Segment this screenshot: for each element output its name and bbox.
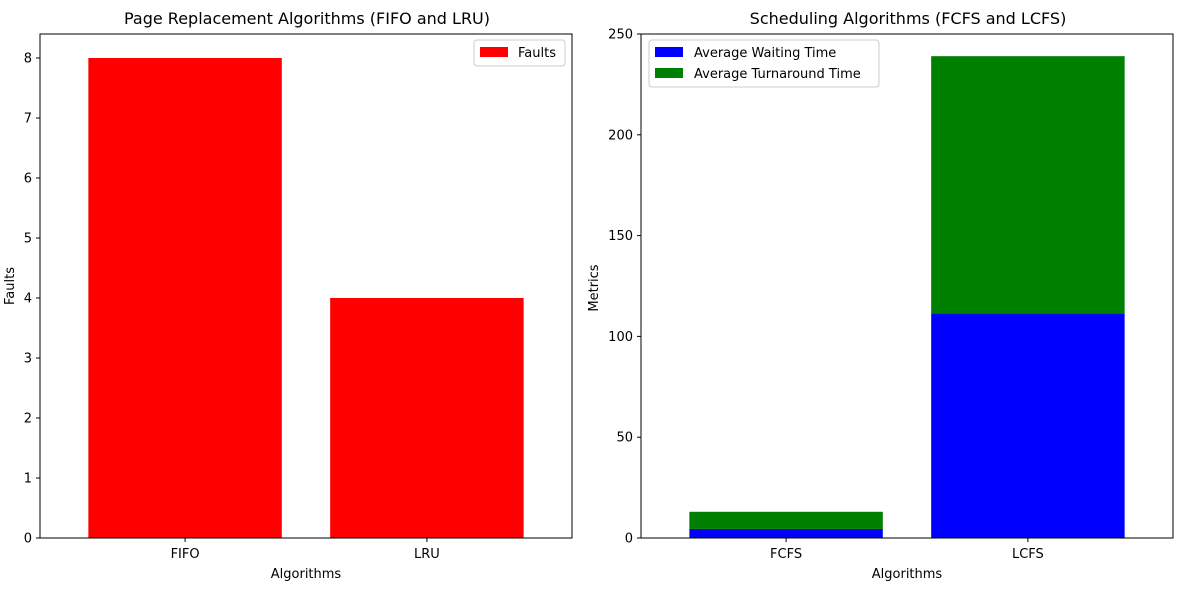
y-tick-label: 0 <box>24 532 32 547</box>
bar-fifo-0 <box>88 58 282 538</box>
y-axis-label: Metrics <box>587 264 602 311</box>
axes-frame <box>640 33 1174 539</box>
y-tick-label: 100 <box>608 330 633 345</box>
legend: Average Waiting Time Average Turnaround … <box>648 39 880 88</box>
y-tick-label: 200 <box>608 128 633 143</box>
legend-swatch-waiting <box>655 47 683 57</box>
bar-fcfs-0 <box>689 528 883 538</box>
bar-lcfs-1 <box>931 56 1125 314</box>
x-tick-label: LCFS <box>1012 547 1044 562</box>
chart-title: Page Replacement Algorithms (FIFO and LR… <box>124 9 490 28</box>
x-tick-label: FCFS <box>770 547 802 562</box>
x-tick-label: LRU <box>414 547 440 562</box>
axes-frame <box>39 33 573 539</box>
bar-lcfs-0 <box>931 313 1125 538</box>
y-tick-label: 8 <box>24 52 32 67</box>
x-axis-label: Algorithms <box>872 567 943 582</box>
y-tick-label: 2 <box>24 412 32 427</box>
x-axis-label: Algorithms <box>271 567 342 582</box>
plot-area: FIFO LRU 0 1 2 3 4 5 6 7 8 <box>24 52 524 562</box>
y-tick-label: 50 <box>616 431 633 446</box>
chart-title: Scheduling Algorithms (FCFS and LCFS) <box>750 9 1067 28</box>
y-tick-label: 3 <box>24 352 32 367</box>
legend: Faults <box>473 39 566 67</box>
legend-swatch-turnaround <box>655 68 683 78</box>
y-tick-label: 150 <box>608 229 633 244</box>
y-tick-label: 6 <box>24 172 32 187</box>
y-tick-label: 250 <box>608 28 633 43</box>
y-axis-label: Faults <box>3 267 18 305</box>
legend-label-turnaround: Average Turnaround Time <box>694 67 861 82</box>
legend-label-faults: Faults <box>518 46 556 61</box>
plot-area: FCFS LCFS 0 50 100 150 200 250 <box>608 28 1125 562</box>
y-tick-label: 5 <box>24 232 32 247</box>
bar-lru-0 <box>330 298 524 538</box>
scheduling-chart: Scheduling Algorithms (FCFS and LCFS) FC… <box>587 9 1174 582</box>
y-tick-label: 4 <box>24 292 32 307</box>
y-tick-label: 0 <box>625 532 633 547</box>
fault-chart: Page Replacement Algorithms (FIFO and LR… <box>3 9 573 582</box>
legend-box <box>473 39 566 67</box>
legend-swatch-faults <box>480 47 508 57</box>
x-tick-label: FIFO <box>171 547 200 562</box>
y-tick-label: 7 <box>24 112 32 127</box>
y-tick-label: 1 <box>24 472 32 487</box>
bar-fcfs-1 <box>689 511 883 529</box>
legend-box <box>648 39 880 88</box>
legend-label-waiting: Average Waiting Time <box>694 46 836 61</box>
